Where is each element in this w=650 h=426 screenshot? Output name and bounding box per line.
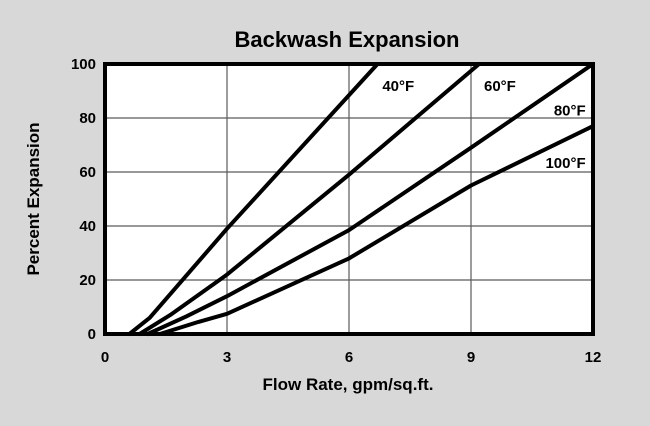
y-tick-label-100: 100 (71, 56, 96, 73)
series-lines (127, 62, 595, 336)
series-line-80f (145, 62, 595, 336)
series-line-60f (137, 62, 482, 336)
y-tick-label-0: 0 (88, 326, 96, 343)
y-tick-label-80: 80 (79, 110, 96, 127)
x-axis-title: Flow Rate, gpm/sq.ft. (263, 375, 434, 394)
series-label-100f: 100°F (545, 155, 585, 172)
x-tick-label-3: 3 (223, 349, 231, 366)
y-axis-tick-labels: 0 20 40 60 80 100 (71, 56, 96, 343)
x-axis-tick-labels: 0 3 6 9 12 (101, 349, 602, 366)
series-labels: 40°F 60°F 80°F 100°F (382, 78, 585, 172)
series-line-100f (157, 124, 595, 336)
x-tick-label-0: 0 (101, 349, 109, 366)
x-tick-label-9: 9 (467, 349, 475, 366)
x-tick-label-12: 12 (585, 349, 602, 366)
series-label-60f: 60°F (484, 78, 516, 95)
series-label-40f: 40°F (382, 78, 414, 95)
y-axis-title: Percent Expansion (24, 122, 43, 275)
series-label-80f: 80°F (554, 102, 586, 119)
series-line-40f (127, 62, 380, 336)
y-tick-label-60: 60 (79, 164, 96, 181)
chart-title: Backwash Expansion (235, 27, 460, 52)
y-tick-label-20: 20 (79, 272, 96, 289)
y-tick-label-40: 40 (79, 218, 96, 235)
plot-border (103, 62, 595, 336)
x-tick-label-6: 6 (345, 349, 353, 366)
